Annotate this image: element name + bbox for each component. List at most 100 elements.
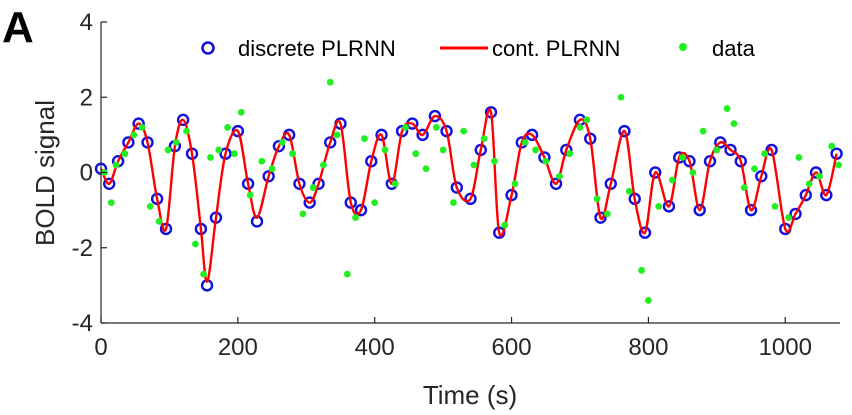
data-point xyxy=(699,127,707,135)
data-point xyxy=(593,195,601,203)
data-point xyxy=(761,150,769,158)
data-point xyxy=(121,150,129,158)
data-point xyxy=(491,157,498,165)
data-point xyxy=(816,172,823,180)
discrete-plrnn-marker xyxy=(693,203,706,217)
data-point xyxy=(371,199,379,207)
x-axis-title: Time (s) xyxy=(423,380,517,410)
data-point xyxy=(268,165,276,173)
data-point xyxy=(751,165,758,173)
discrete-plrnn-marker xyxy=(293,177,306,190)
data-point xyxy=(460,127,468,135)
data-point xyxy=(333,131,341,139)
discrete-plrnn-marker xyxy=(820,188,833,202)
data-point xyxy=(412,150,420,158)
data-point xyxy=(164,146,172,154)
discrete-plrnn-marker xyxy=(594,211,607,224)
data-point xyxy=(771,202,779,210)
data-point xyxy=(309,184,317,191)
data-point xyxy=(361,135,368,143)
data-point xyxy=(805,180,813,188)
data-point xyxy=(289,150,296,158)
cont-plrnn-line xyxy=(99,108,838,283)
data-point xyxy=(172,139,180,146)
data-point xyxy=(449,199,457,207)
x-tick-label: 0 xyxy=(94,334,107,361)
data-point xyxy=(625,187,633,195)
data-point xyxy=(532,146,539,154)
discrete-plrnn-marker xyxy=(416,128,429,142)
data-point xyxy=(566,150,574,158)
discrete-plrnn-marker xyxy=(103,177,116,190)
data-point xyxy=(730,120,738,127)
data-point xyxy=(480,135,488,143)
data-point xyxy=(224,123,231,131)
data-point xyxy=(231,150,238,158)
discrete-plrnn-marker xyxy=(303,196,316,209)
x-tick-label: 800 xyxy=(628,334,668,361)
x-tick-label: 1000 xyxy=(759,334,812,361)
y-tick-label: 0 xyxy=(80,160,93,187)
discrete-plrnn-marker xyxy=(560,143,573,157)
discrete-plrnn-marker xyxy=(312,177,325,190)
data-point xyxy=(583,116,591,124)
data-point xyxy=(299,210,307,218)
legend-continuous-label: cont. PLRNN xyxy=(492,36,620,61)
data-point xyxy=(521,139,529,146)
data-point xyxy=(501,221,509,229)
discrete-plrnn-marker xyxy=(683,155,696,168)
discrete-plrnn-marker xyxy=(618,124,631,138)
data-point xyxy=(617,93,625,101)
data-point xyxy=(112,161,120,169)
data-point xyxy=(326,78,334,86)
discrete-plrnn-marker xyxy=(638,226,652,239)
discrete-plrnn-marker xyxy=(755,170,768,183)
data-point xyxy=(828,142,836,150)
data-point xyxy=(689,169,697,176)
discrete-plrnn-marker xyxy=(354,203,368,217)
discrete-plrnn-marker xyxy=(440,124,453,138)
data-point xyxy=(835,161,843,169)
data-point xyxy=(439,146,447,154)
panel-label: A xyxy=(2,3,34,52)
discrete-plrnn-marker xyxy=(734,155,747,168)
axes: 0 200 400 600 800 1000 -4 -2 0 2 4 xyxy=(72,9,840,361)
y-tick-label: 4 xyxy=(80,9,93,36)
y-tick-label: -2 xyxy=(72,235,93,262)
legend: discrete PLRNN cont. PLRNN data xyxy=(201,36,756,61)
legend-discrete-marker xyxy=(201,41,215,55)
data-point xyxy=(576,123,584,131)
data-point xyxy=(138,123,146,131)
discrete-plrnn-marker xyxy=(262,170,275,183)
discrete-plrnn-marker xyxy=(662,200,676,213)
data-point xyxy=(207,154,214,161)
data-point xyxy=(278,139,286,146)
data-point xyxy=(146,202,154,210)
data-point xyxy=(130,131,138,139)
data-point xyxy=(200,270,208,278)
discrete-plrnn-marker xyxy=(375,128,388,142)
y-axis-title: BOLD signal xyxy=(30,100,60,246)
discrete-plrnn-marker xyxy=(464,192,477,206)
discrete-plrnn-marker xyxy=(714,136,727,149)
data-point xyxy=(668,176,676,184)
data-point xyxy=(192,240,199,248)
data-point xyxy=(391,180,399,188)
legend-discrete-label: discrete PLRNN xyxy=(238,36,396,61)
y-tick-label: 2 xyxy=(80,84,93,111)
discrete-plrnn-marker xyxy=(809,166,823,179)
data-point xyxy=(723,105,731,112)
data-point xyxy=(155,218,163,225)
discrete-plrnn-marker xyxy=(765,143,778,157)
data-point xyxy=(638,266,645,274)
discrete-plrnn-marker xyxy=(450,181,464,194)
data-point xyxy=(603,210,611,218)
x-tick-label: 600 xyxy=(492,334,532,361)
discrete-plrnn-marker xyxy=(272,139,286,153)
data-point xyxy=(542,157,550,165)
data-point xyxy=(785,214,793,222)
data-point xyxy=(511,180,519,188)
plot-area xyxy=(94,78,843,304)
discrete-plrnn-marker xyxy=(744,203,758,217)
